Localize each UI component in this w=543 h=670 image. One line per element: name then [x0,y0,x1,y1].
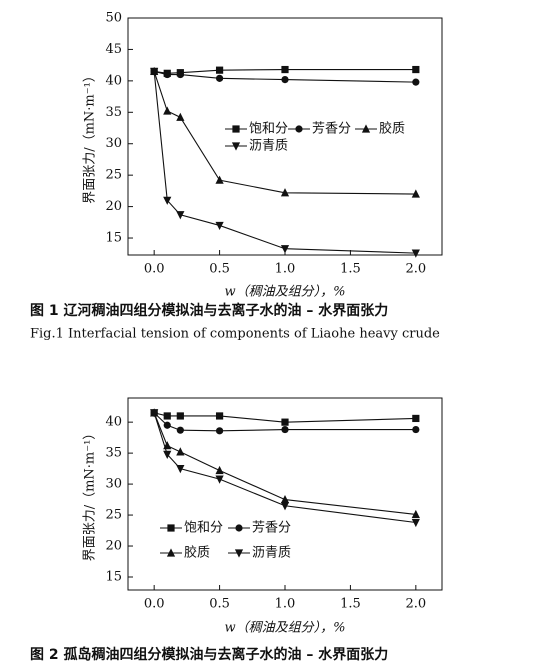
x-tick-label: 2.0 [405,262,426,277]
marker [280,502,290,511]
marker [215,475,224,484]
marker [176,465,185,474]
x-tick-label: 0.0 [144,597,165,612]
marker [176,412,184,420]
marker [176,426,184,434]
marker [281,76,289,84]
y-tick-label: 40 [105,73,122,88]
series-line [153,412,416,515]
marker [163,70,171,79]
marker [215,74,224,82]
x-tick-label: 0.5 [209,597,230,612]
series-line [153,71,416,254]
y-tick-label: 30 [105,136,122,151]
y-tick-label: 35 [105,105,122,120]
y-tick-label: 20 [105,539,122,554]
y-tick-label: 25 [105,508,122,523]
x-tick-label: 1.0 [275,597,296,612]
marker [412,414,420,423]
marker [412,78,420,86]
marker [163,196,172,205]
marker [150,67,159,77]
marker [235,524,243,532]
y-tick-label: 15 [105,569,122,584]
marker [412,425,420,434]
marker [232,125,240,133]
marker [215,412,224,420]
series-line [153,412,416,524]
marker [411,189,420,198]
y-tick-label: 20 [105,199,122,214]
marker [176,70,184,79]
caption: 图 1 辽河稠油四组分模拟油与去离子水的油 – 水界面张力 [30,302,388,319]
y-tick-label: 15 [105,231,122,246]
marker [411,518,420,528]
legend-label: 饱和分 [184,521,223,536]
x-tick-label: 0.0 [144,262,165,277]
y-tick-label: 25 [105,168,122,183]
marker [215,221,224,231]
y-tick-label: 35 [105,446,122,461]
legend-label: 饱和分 [249,122,288,137]
marker [176,447,185,456]
marker [167,524,175,532]
marker [176,211,185,220]
series-line [153,71,416,195]
marker [166,548,176,557]
marker [295,125,303,133]
marker [361,124,371,133]
y-tick-label: 45 [105,42,122,57]
caption-en: Fig.1 Interfacial tension of components … [30,327,440,342]
y-tick-label: 30 [105,477,122,492]
y-tick-label: 40 [105,415,122,430]
x-axis-label: w（稠油及组分），% [225,620,346,636]
marker [163,412,171,420]
x-axis-label: w（稠油及组分），% [225,284,346,300]
x-tick-label: 1.0 [275,262,296,277]
caption: 图 2 孤岛稠油四组分模拟油与去离子水的油 – 水界面张力 [30,646,388,663]
marker [411,249,420,258]
marker [163,421,171,429]
marker [215,66,224,74]
marker [163,450,172,459]
x-tick-label: 0.5 [209,262,230,277]
x-tick-label: 1.5 [340,262,361,277]
x-tick-label: 2.0 [405,597,426,612]
marker [281,425,289,434]
marker [163,106,172,115]
legend-label: 沥青质 [249,139,288,154]
marker [280,245,290,254]
marker [411,509,420,519]
marker [234,549,244,558]
marker [281,65,289,74]
marker [215,175,224,184]
legend-label: 芳香分 [252,521,291,536]
marker [150,409,159,418]
marker [280,494,290,504]
marker [215,465,224,475]
y-tick-label: 50 [105,11,122,26]
legend-label: 沥青质 [252,546,291,561]
marker [215,427,224,435]
x-tick-label: 1.5 [340,597,361,612]
y-axis-label: 界面张力/（mN·m⁻¹） [83,69,98,204]
marker [231,142,241,151]
plot-frame [127,17,443,256]
legend-label: 芳香分 [312,122,351,137]
y-axis-label: 界面张力/（mN·m⁻¹） [83,427,98,562]
marker [280,188,290,197]
legend-label: 胶质 [184,545,210,561]
marker [281,418,289,426]
marker [176,112,185,121]
marker [412,65,420,74]
legend-label: 胶质 [379,121,405,137]
